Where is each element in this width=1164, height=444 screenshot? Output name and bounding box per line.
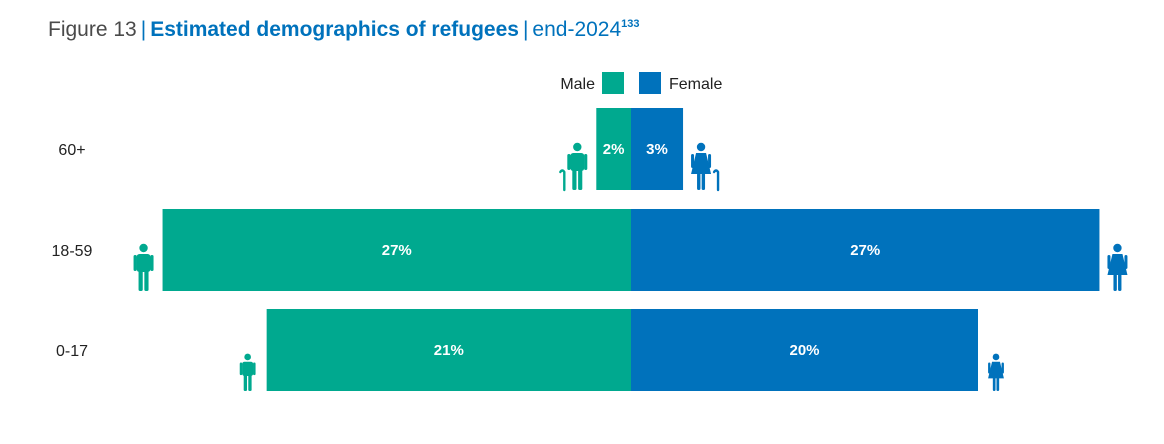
title-suffix: end-2024	[532, 18, 622, 41]
legend-swatch-male	[602, 72, 624, 94]
data-label-female: 3%	[646, 141, 668, 158]
category-label: 60+	[58, 142, 85, 159]
bar-female	[631, 309, 978, 391]
chart-title: Figure 13 | Estimated demographics of refu…	[48, 18, 640, 42]
bar-female	[631, 108, 684, 190]
legend-label-female: Female	[669, 76, 722, 93]
data-label-male: 21%	[434, 342, 464, 359]
elderly-woman-icon	[691, 142, 720, 192]
legend-swatch-female	[639, 72, 661, 94]
data-label-male: 2%	[603, 141, 625, 158]
data-label-male: 27%	[382, 242, 412, 259]
bar-male	[596, 108, 631, 190]
data-label-female: 20%	[789, 342, 819, 359]
boy-icon	[239, 353, 256, 391]
category-label: 18-59	[52, 243, 93, 260]
bar-male	[266, 309, 631, 391]
figure-number: Figure 13	[48, 18, 137, 41]
bar-male	[162, 209, 632, 291]
girl-icon	[988, 353, 1004, 391]
title-separator: |	[140, 18, 147, 41]
title-footnote: 133	[621, 18, 640, 30]
man-icon	[133, 243, 154, 291]
elderly-man-icon	[559, 142, 588, 192]
title-main: Estimated demographics of refugees	[150, 18, 519, 41]
legend-label-male: Male	[560, 76, 595, 93]
category-label: 0-17	[56, 343, 88, 360]
data-label-female: 27%	[850, 242, 880, 259]
woman-icon	[1107, 243, 1128, 291]
bar-female	[631, 209, 1100, 291]
title-separator: |	[522, 18, 529, 41]
